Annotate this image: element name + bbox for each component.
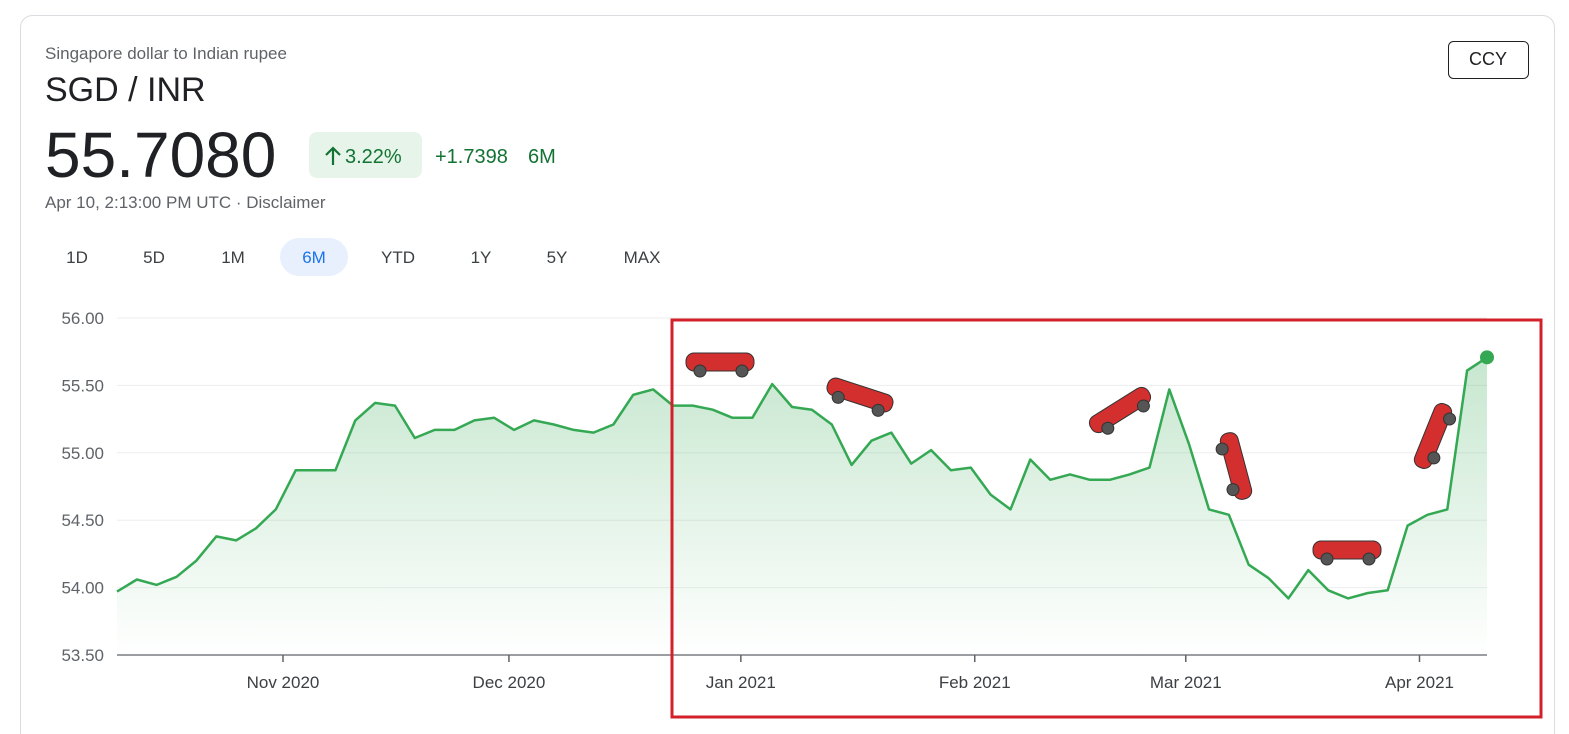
y-tick-label: 55.50: [61, 376, 104, 395]
range-button[interactable]: 1D: [66, 248, 88, 267]
x-tick-label: Jan 2021: [706, 673, 776, 692]
range-button[interactable]: 1Y: [471, 248, 492, 267]
range-button-bg[interactable]: [280, 238, 348, 276]
change-badge: [309, 132, 422, 178]
x-tick-label: Feb 2021: [939, 673, 1011, 692]
range-button[interactable]: YTD: [381, 248, 415, 267]
highlight-box: [670, 318, 1543, 719]
line: [116, 356, 1488, 600]
x-tick-label: Nov 2020: [247, 673, 320, 692]
range-button[interactable]: 6M: [302, 248, 326, 267]
area: [117, 357, 1487, 655]
price: 55.7080: [45, 119, 276, 191]
ccy-button[interactable]: [1448, 41, 1529, 79]
range-button[interactable]: MAX: [624, 248, 661, 267]
y-tick-label: 53.50: [61, 646, 104, 665]
subtitle: Singapore dollar to Indian rupee: [45, 44, 287, 63]
period: 6M: [528, 146, 556, 168]
pair: SGD / INR: [45, 71, 206, 109]
change-abs: +1.7398: [435, 146, 508, 168]
x-tick-label: Apr 2021: [1385, 673, 1454, 692]
up-arrow: [325, 146, 341, 165]
y-tick-label: 54.00: [61, 579, 104, 598]
car-decorations: [685, 352, 1457, 566]
x-tick-label: Dec 2020: [473, 673, 546, 692]
ccy-label[interactable]: CCY: [1469, 49, 1507, 69]
y-tick-label: 56.00: [61, 309, 104, 328]
range-button[interactable]: 5D: [143, 248, 165, 267]
change-pct: 3.22%: [345, 146, 402, 168]
range-button[interactable]: 1M: [221, 248, 245, 267]
y-tick-label: 54.50: [61, 511, 104, 530]
x-tick-label: Mar 2021: [1150, 673, 1222, 692]
timestamp: Apr 10, 2:13:00 PM UTC · Disclaimer: [45, 193, 326, 212]
end-point: [1480, 350, 1494, 365]
range-button[interactable]: 5Y: [547, 248, 568, 267]
y-tick-label: 55.00: [61, 444, 104, 463]
